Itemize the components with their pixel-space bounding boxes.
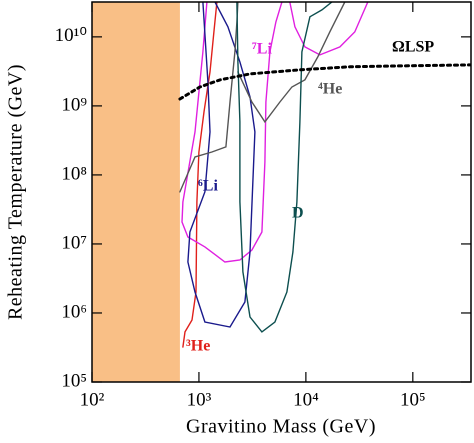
- x-axis-title: Gravitino Mass (GeV): [186, 416, 376, 438]
- x-tick-label: 10²: [80, 389, 105, 410]
- relic-density-curve: [178, 63, 471, 101]
- x-tick-label: 10⁴: [293, 389, 319, 410]
- y-tick-label: 10¹⁰: [55, 25, 87, 46]
- curve-label: ⁷Li: [252, 41, 272, 58]
- plot-area: [92, 2, 471, 382]
- curve-label: ³He: [186, 338, 210, 355]
- y-tick-label: 10⁷: [61, 232, 87, 253]
- curve-label: ⁴He: [318, 81, 342, 98]
- curve-label: D: [292, 205, 304, 222]
- constraint-curve: [179, 2, 346, 193]
- constraint-curve: [181, 2, 369, 263]
- constraint-curve: [187, 2, 256, 328]
- y-axis-title: Reheating Temperature (GeV): [5, 64, 27, 320]
- y-tick-label: 10⁵: [61, 370, 87, 391]
- y-tick-label: 10⁹: [61, 94, 87, 115]
- constraint-curve: [236, 2, 333, 333]
- curve-label: ⁶Li: [198, 178, 218, 195]
- plot-frame: [91, 1, 472, 383]
- x-tick-label: 10³: [187, 389, 212, 410]
- y-tick-label: 10⁶: [61, 301, 87, 322]
- y-tick-label: 10⁸: [61, 163, 87, 184]
- constraint-curve: [182, 2, 218, 348]
- excluded-region: [92, 2, 180, 382]
- curve-label: ΩLSP: [392, 39, 434, 56]
- x-tick-label: 10⁵: [400, 389, 426, 410]
